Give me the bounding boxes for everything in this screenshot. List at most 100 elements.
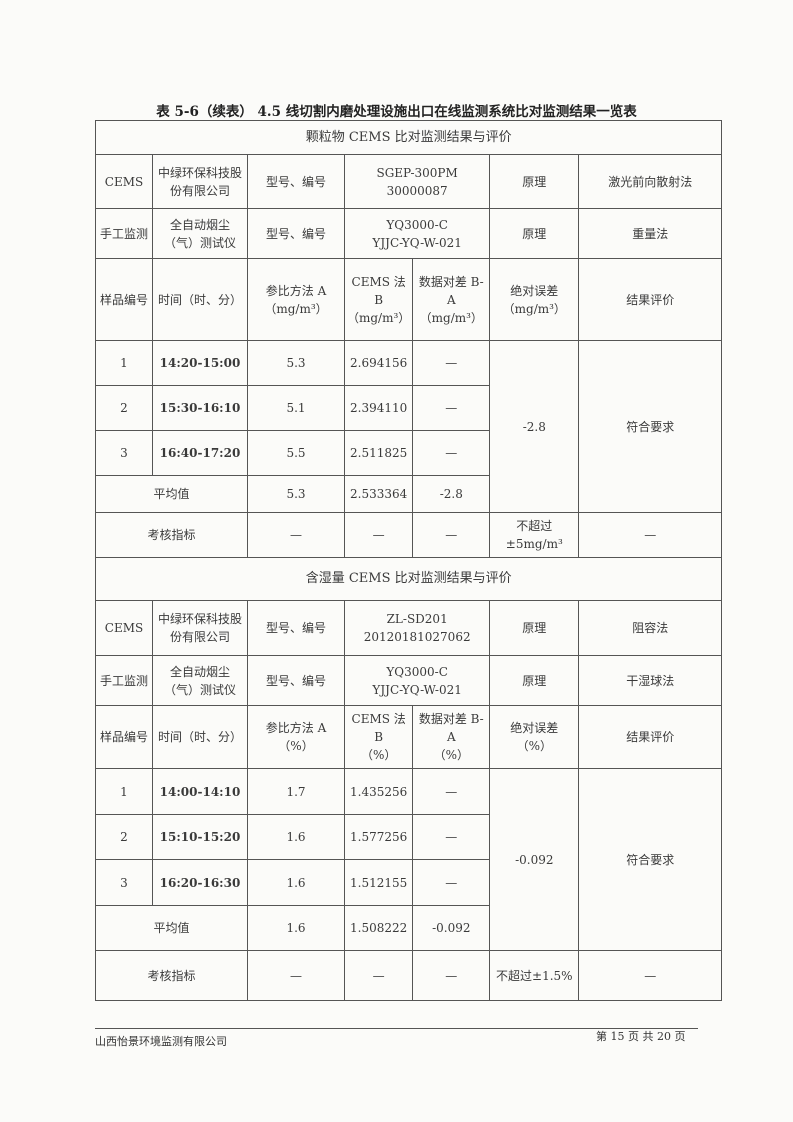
criteria-abs-limit: 不超过±5mg/m³	[489, 512, 580, 558]
column-header: 样品编号	[95, 258, 153, 341]
reference-value: 5.3	[247, 340, 345, 386]
model-number: YQ3000-C YJJC-YQ-W-021	[343, 655, 491, 706]
criteria-difference: —	[412, 950, 491, 1001]
cems-value: 1.512155	[343, 859, 414, 906]
column-header: 数据对差 B-A （%）	[412, 705, 491, 769]
average-reference: 5.3	[247, 475, 345, 513]
footer-page-number: 第 15 页 共 20 页	[596, 1030, 686, 1043]
difference: —	[412, 385, 491, 431]
column-header: 绝对误差 （mg/m³）	[489, 258, 580, 341]
cems-info-row: CEMS 中绿环保科技股份有限公司 型号、编号 SGEP-300PM 30000087…	[95, 154, 723, 209]
model-label: 型号、编号	[247, 208, 345, 259]
instrument-label: 手工监测	[95, 655, 153, 706]
time-range: 14:00-14:10	[152, 768, 248, 815]
column-header-row: 样品编号 时间（时、分） 参比方法 A （mg/m³） CEMS 法 B （mg/m³…	[95, 258, 723, 341]
result-evaluation: 符合要求	[578, 340, 723, 513]
model-label: 型号、编号	[247, 655, 345, 706]
instrument-maker: 全自动烟尘（气）测试仪	[152, 655, 248, 706]
column-header: 时间（时、分）	[152, 258, 248, 341]
column-header: 结果评价	[578, 258, 723, 341]
absolute-error: -0.092	[489, 768, 580, 951]
column-header: 样品编号	[95, 705, 153, 769]
cems-value: 1.435256	[343, 768, 414, 815]
table-row: 2 15:30-16:10 5.1 2.394110—	[95, 385, 722, 431]
sample-no: 3	[95, 859, 153, 906]
difference: —	[412, 768, 491, 815]
results-table: 颗粒物 CEMS 比对监测结果与评价 CEMS 中绿环保科技股份有限公司 型号、编号 S…	[94, 120, 723, 1001]
criteria-label: 考核指标	[95, 950, 248, 1001]
instrument-maker: 中绿环保科技股份有限公司	[152, 154, 248, 209]
average-reference: 1.6	[247, 905, 345, 951]
column-header: 数据对差 B-A （mg/m³）	[412, 258, 491, 341]
section-heading: 颗粒物 CEMS 比对监测结果与评价	[94, 120, 723, 155]
table-row: 2 15:10-15:20 1.6 1.577256—	[95, 814, 722, 860]
reference-value: 1.6	[247, 814, 345, 860]
average-label: 平均值	[95, 905, 248, 951]
table-row: 3 16:20-16:30 1.6 1.512155—	[95, 859, 722, 906]
criteria-reference: —	[247, 950, 345, 1001]
footer-divider	[95, 1028, 698, 1029]
principle-label: 原理	[489, 655, 580, 706]
principle-value: 重量法	[578, 208, 723, 259]
manual-info-row: 手工监测 全自动烟尘（气）测试仪 型号、编号 YQ3000-C YJJC-YQ-W-0…	[95, 208, 723, 259]
cems-value: 1.577256	[343, 814, 414, 860]
instrument-label: CEMS	[95, 154, 153, 209]
difference: —	[412, 859, 491, 906]
criteria-cems: —	[343, 512, 414, 558]
column-header: 参比方法 A （%）	[247, 705, 345, 769]
principle-label: 原理	[489, 154, 580, 209]
time-range: 15:10-15:20	[152, 814, 248, 860]
average-difference: -2.8	[412, 475, 491, 513]
column-header: 绝对误差 （%）	[489, 705, 580, 769]
time-range: 15:30-16:10	[152, 385, 248, 431]
principle-label: 原理	[489, 600, 580, 656]
criteria-row: 考核指标 — — — 不超过±5mg/m³ —	[95, 512, 723, 558]
column-header: 结果评价	[578, 705, 723, 769]
model-number: YQ3000-C YJJC-YQ-W-021	[343, 208, 491, 259]
average-row: 平均值 1.6 1.508222 -0.092	[95, 905, 722, 951]
average-difference: -0.092	[412, 905, 491, 951]
sample-no: 1	[95, 340, 153, 386]
model-label: 型号、编号	[247, 154, 345, 209]
instrument-label: 手工监测	[95, 208, 153, 259]
difference: —	[412, 340, 491, 386]
table-title: 表 5-6（续表） 4.5 线切割内磨处理设施出口在线监测系统比对监测结果一览表	[156, 104, 637, 120]
principle-value: 干湿球法	[578, 655, 723, 706]
cems-value: 2.394110	[343, 385, 414, 431]
table-row: 3 16:40-17:20 5.5 2.511825—	[95, 430, 722, 476]
instrument-label: CEMS	[95, 600, 153, 656]
model-number: ZL-SD201 20120181027062	[343, 600, 491, 656]
criteria-cems: —	[343, 950, 414, 1001]
criteria-label: 考核指标	[95, 512, 248, 558]
table-row: 1 14:00-14:10 1.7 1.435256— -0.092 符合要求	[95, 768, 723, 951]
absolute-error: -2.8	[489, 340, 580, 513]
time-range: 16:20-16:30	[152, 859, 248, 906]
principle-label: 原理	[489, 208, 580, 259]
reference-value: 1.7	[247, 768, 345, 815]
table-row: 1 14:20-15:00 5.3 2.694156— -2.8 符合要求	[95, 340, 723, 513]
sample-no: 2	[95, 385, 153, 431]
column-header-row: 样品编号 时间（时、分） 参比方法 A （%） CEMS 法 B （%） 数据对差 B-…	[95, 705, 723, 769]
section-heading-row: 含湿量 CEMS 比对监测结果与评价	[94, 557, 723, 601]
reference-value: 5.1	[247, 385, 345, 431]
reference-value: 5.5	[247, 430, 345, 476]
sample-no: 2	[95, 814, 153, 860]
cems-info-row: CEMS 中绿环保科技股份有限公司 型号、编号 ZL-SD201 2012018102…	[95, 600, 723, 656]
result-evaluation: 符合要求	[578, 768, 723, 951]
manual-info-row: 手工监测 全自动烟尘（气）测试仪 型号、编号 YQ3000-C YJJC-YQ-W-0…	[95, 655, 723, 706]
average-row: 平均值 5.3 2.533364 -2.8	[95, 475, 722, 513]
column-header: 参比方法 A （mg/m³）	[247, 258, 345, 341]
model-number: SGEP-300PM 30000087	[343, 154, 491, 209]
sample-no: 3	[95, 430, 153, 476]
criteria-reference: —	[247, 512, 345, 558]
section-heading-row: 颗粒物 CEMS 比对监测结果与评价	[94, 120, 723, 155]
column-header: 时间（时、分）	[152, 705, 248, 769]
footer-company: 山西怡景环境监测有限公司	[95, 1035, 227, 1048]
instrument-maker: 中绿环保科技股份有限公司	[152, 600, 248, 656]
difference: —	[412, 430, 491, 476]
column-header: CEMS 法 B （%）	[343, 705, 414, 769]
criteria-result: —	[578, 512, 723, 558]
column-header: CEMS 法 B （mg/m³）	[343, 258, 414, 341]
difference: —	[412, 814, 491, 860]
